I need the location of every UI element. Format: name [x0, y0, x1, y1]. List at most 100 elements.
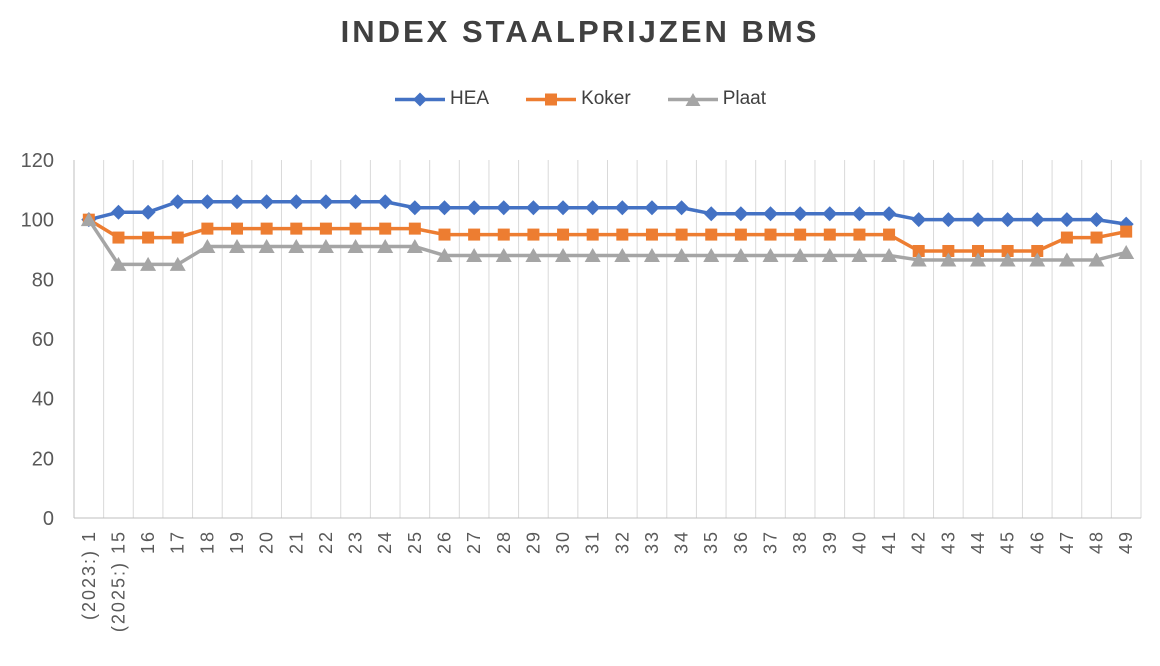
series-marker-hea — [288, 194, 304, 210]
series-marker-hea — [733, 206, 749, 222]
series-marker-hea — [466, 200, 482, 216]
y-axis-tick-label: 60 — [32, 329, 54, 351]
series-marker-hea — [1059, 212, 1075, 228]
series-marker-koker — [1120, 225, 1133, 238]
x-axis-tick-label: 40 — [849, 530, 869, 554]
series-marker-plaat — [406, 239, 423, 254]
plaat-line-triangle-icon — [667, 92, 718, 106]
series-marker-plaat — [495, 247, 512, 262]
series-marker-koker — [201, 222, 214, 235]
x-axis-tick-label: 23 — [346, 530, 366, 554]
series-marker-koker — [171, 231, 184, 244]
x-axis-tick-label: 34 — [672, 530, 692, 554]
series-marker-hea — [348, 194, 364, 210]
series-marker-plaat — [703, 247, 720, 262]
legend-item-koker[interactable]: Koker — [525, 88, 631, 110]
series-marker-koker — [616, 228, 629, 241]
series-marker-koker — [794, 228, 807, 241]
x-axis-tick-label: 45 — [998, 530, 1018, 554]
y-axis-tick-label: 20 — [32, 448, 54, 470]
series-marker-koker — [883, 228, 896, 241]
series-marker-plaat — [969, 252, 986, 267]
y-axis-tick-label: 0 — [43, 508, 54, 530]
x-axis-tick-label: 19 — [227, 530, 247, 554]
x-axis-tick-label: 30 — [553, 530, 573, 554]
x-axis-tick-label: 26 — [434, 530, 454, 554]
series-marker-plaat — [229, 239, 246, 254]
x-axis-tick-label: 18 — [197, 530, 217, 554]
series-marker-koker — [260, 222, 273, 235]
legend-label-hea: HEA — [449, 88, 490, 109]
series-marker-koker — [1090, 231, 1103, 244]
series-marker-plaat — [792, 247, 809, 262]
x-axis-tick-label: 47 — [1057, 530, 1077, 554]
x-axis-tick-label: 42 — [909, 530, 929, 554]
series-marker-plaat — [466, 247, 483, 262]
series-marker-plaat — [584, 247, 601, 262]
series-marker-koker — [142, 231, 155, 244]
series-marker-koker — [231, 222, 244, 235]
chart-title: INDEX STAALPRIJZEN BMS — [340, 14, 820, 49]
series-marker-koker — [823, 228, 836, 241]
x-axis-tick-label: 27 — [464, 530, 484, 554]
series-marker-plaat — [317, 239, 334, 254]
legend-item-hea[interactable]: HEA — [394, 88, 489, 110]
series-marker-koker — [942, 244, 955, 257]
series-marker-koker — [734, 228, 747, 241]
series-marker-hea — [229, 194, 245, 210]
series-marker-hea — [1000, 212, 1016, 228]
x-axis-tick-label: 25 — [405, 530, 425, 554]
series-marker-koker — [971, 244, 984, 257]
series-marker-hea — [674, 200, 690, 216]
legend-label-koker: Koker — [581, 88, 631, 109]
series-marker-plaat — [881, 247, 898, 262]
x-axis-tick-label: 43 — [938, 530, 958, 554]
series-marker-plaat — [140, 256, 157, 271]
series-marker-koker — [290, 222, 303, 235]
series-marker-plaat — [762, 247, 779, 262]
x-axis-tick-label: 22 — [316, 530, 336, 554]
x-axis-tick-label: 36 — [731, 530, 751, 554]
legend-item-plaat[interactable]: Plaat — [667, 88, 766, 110]
x-axis-tick-label: 39 — [820, 530, 840, 554]
x-axis-tick-label: 33 — [642, 530, 662, 554]
series-marker-hea — [1029, 212, 1045, 228]
series-marker-plaat — [258, 239, 275, 254]
series-marker-koker — [912, 244, 925, 257]
series-marker-plaat — [347, 239, 364, 254]
series-marker-koker — [349, 222, 362, 235]
series-marker-plaat — [643, 247, 660, 262]
series-marker-plaat — [288, 239, 305, 254]
x-axis-tick-label: 38 — [790, 530, 810, 554]
series-marker-plaat — [851, 247, 868, 262]
series-marker-hea — [585, 200, 601, 216]
series-marker-hea — [970, 212, 986, 228]
series-marker-plaat — [999, 252, 1016, 267]
series-marker-koker — [438, 228, 451, 241]
series-marker-hea — [199, 194, 215, 210]
series-marker-hea — [496, 200, 512, 216]
series-marker-hea — [170, 194, 186, 210]
y-axis-tick-label: 40 — [32, 389, 54, 411]
series-marker-koker — [1031, 244, 1044, 257]
x-axis-tick-label: 41 — [879, 530, 899, 554]
series-marker-hea — [792, 206, 808, 222]
series-marker-koker — [497, 228, 510, 241]
x-axis-tick-label: 20 — [257, 530, 277, 554]
series-marker-hea — [614, 200, 630, 216]
series-marker-hea — [259, 194, 275, 210]
series-marker-koker — [853, 228, 866, 241]
series-marker-koker — [112, 231, 125, 244]
series-marker-hea — [881, 206, 897, 222]
x-axis-tick-label: 29 — [523, 530, 543, 554]
series-marker-hea — [318, 194, 334, 210]
series-marker-hea — [940, 212, 956, 228]
series-marker-koker — [468, 228, 481, 241]
series-marker-plaat — [1118, 244, 1135, 259]
x-axis-tick-label: (2023:) 1 — [79, 530, 99, 620]
x-axis-tick-label: 44 — [968, 530, 988, 554]
series-marker-hea — [911, 212, 927, 228]
x-axis-tick-label: 32 — [612, 530, 632, 554]
